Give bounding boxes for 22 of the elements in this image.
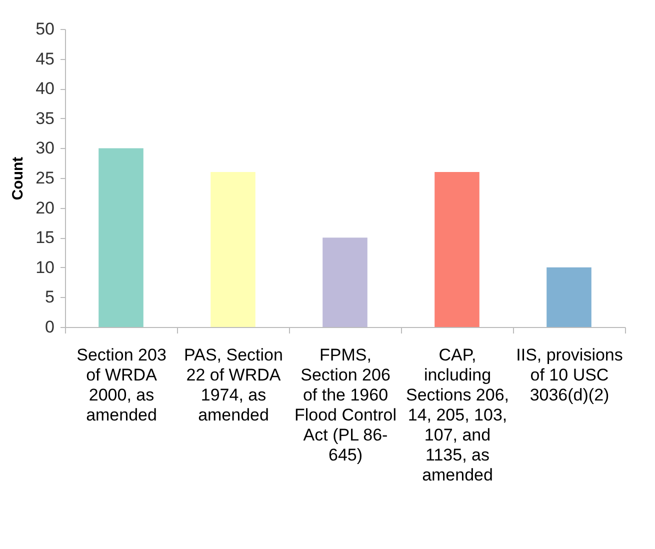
- x-tick-label: Section 203 of WRDA 2000, as amended: [76, 346, 166, 424]
- x-tick-label: CAP, including Sections 206, 14, 205, 103, 107, and 1135, as amended: [406, 346, 510, 484]
- y-tick-label: 5: [45, 288, 54, 307]
- y-tick-label: 25: [36, 168, 54, 188]
- y-axis-title: Count: [10, 156, 27, 200]
- bar: [98, 148, 144, 327]
- y-tick-label: 45: [36, 49, 54, 68]
- bar: [322, 238, 368, 327]
- y-tick-label: 40: [36, 79, 54, 98]
- y-tick-label: 10: [36, 258, 54, 277]
- bar: [434, 172, 480, 327]
- x-tick-label: IIS, provisions of 10 USC 3036(d)(2): [516, 346, 623, 404]
- y-tick-label: 35: [36, 108, 54, 128]
- x-tick-label: PAS, Section 22 of WRDA 1974, as amended: [184, 346, 283, 424]
- x-tick-label: FPMS, Section 206 of the 1960 Flood Control Act (PL 86-645): [294, 346, 397, 464]
- y-tick-label: 15: [36, 228, 54, 248]
- y-tick-label: 0: [45, 318, 54, 336]
- bar: [210, 172, 256, 327]
- bar: [546, 267, 592, 327]
- y-tick-label: 30: [36, 138, 54, 158]
- y-tick-label: 50: [36, 20, 54, 38]
- y-tick-label: 20: [36, 198, 54, 218]
